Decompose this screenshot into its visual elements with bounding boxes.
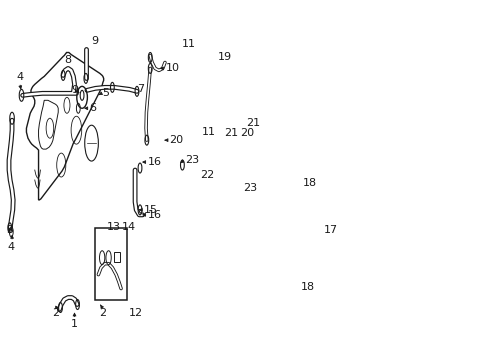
Text: 15: 15 (144, 205, 158, 215)
Text: 16: 16 (147, 157, 162, 167)
Text: 16: 16 (147, 210, 162, 220)
Text: 4: 4 (8, 242, 15, 252)
Text: 17: 17 (324, 225, 338, 235)
Text: 13: 13 (107, 222, 121, 232)
Text: 22: 22 (200, 170, 214, 180)
Text: 23: 23 (185, 155, 199, 165)
Text: 18: 18 (301, 282, 315, 292)
Text: 9: 9 (71, 85, 78, 95)
Text: 23: 23 (243, 183, 257, 193)
Text: 21: 21 (224, 128, 239, 138)
Text: 9: 9 (91, 36, 98, 45)
Text: 19: 19 (218, 53, 232, 62)
Text: 11: 11 (202, 127, 216, 137)
Text: 5: 5 (102, 88, 109, 98)
Text: 6: 6 (90, 103, 97, 113)
Text: 20: 20 (241, 128, 255, 138)
Text: 2: 2 (99, 307, 106, 318)
Text: 21: 21 (246, 118, 261, 128)
Text: 4: 4 (16, 72, 23, 82)
Text: 3: 3 (6, 225, 13, 235)
Text: 10: 10 (165, 63, 179, 73)
Text: 20: 20 (169, 135, 183, 145)
Text: 18: 18 (303, 178, 317, 188)
Text: 14: 14 (122, 222, 136, 232)
Text: 1: 1 (71, 319, 78, 329)
Text: 12: 12 (129, 307, 143, 318)
Text: 7: 7 (137, 84, 145, 94)
Text: 2: 2 (52, 307, 59, 318)
Text: 11: 11 (182, 39, 196, 49)
Text: 8: 8 (65, 55, 72, 66)
